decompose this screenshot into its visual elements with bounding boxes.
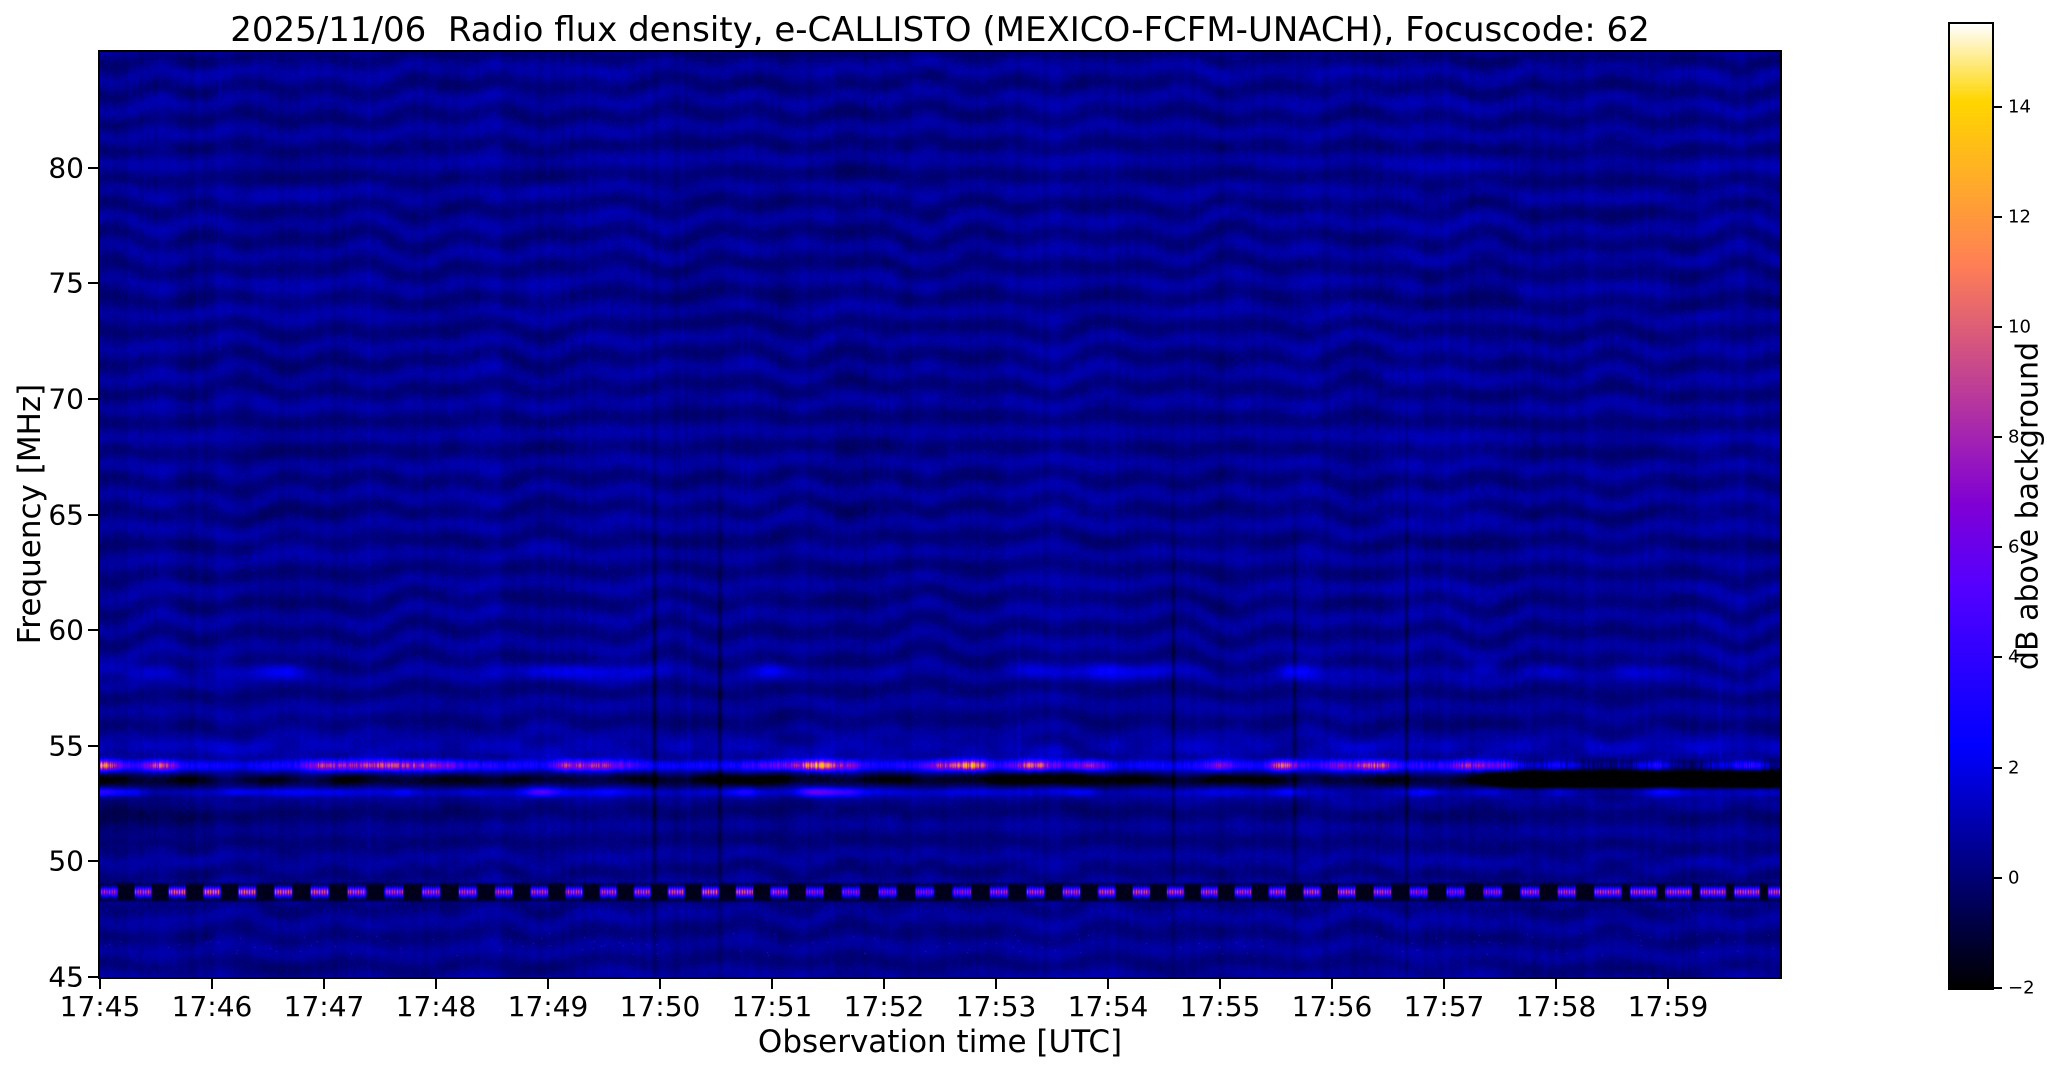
y-tick-mark bbox=[88, 397, 98, 400]
y-tick-label: 70 bbox=[48, 382, 84, 416]
x-tick-mark bbox=[323, 979, 325, 989]
x-tick-mark bbox=[883, 979, 885, 989]
x-tick-mark bbox=[547, 979, 549, 989]
x-tick-label: 17:56 bbox=[1291, 990, 1373, 1023]
y-tick-mark bbox=[88, 744, 98, 747]
x-tick-label: 17:58 bbox=[1515, 990, 1597, 1023]
x-tick-mark bbox=[1107, 979, 1109, 989]
x-tick-label: 17:53 bbox=[955, 990, 1037, 1023]
y-tick-label: 75 bbox=[48, 266, 84, 300]
y-tick-label: 50 bbox=[48, 844, 84, 878]
y-tick-mark bbox=[88, 282, 98, 285]
x-tick-mark bbox=[771, 979, 773, 989]
x-tick-mark bbox=[1219, 979, 1221, 989]
y-tick-label: 60 bbox=[48, 613, 84, 647]
x-tick-mark bbox=[1443, 979, 1445, 989]
colorbar-tick-label: 10 bbox=[2008, 316, 2031, 338]
y-tick-label: 45 bbox=[48, 960, 84, 994]
y-tick-mark bbox=[88, 860, 98, 863]
colorbar-tick-mark bbox=[1994, 325, 2002, 328]
colorbar-label: dB above background bbox=[2010, 341, 2046, 671]
colorbar-tick-mark bbox=[1994, 876, 2002, 879]
colorbar-tick-label: 6 bbox=[2008, 536, 2020, 558]
y-tick-mark bbox=[88, 629, 98, 632]
x-tick-label: 17:51 bbox=[731, 990, 813, 1023]
x-axis-label: Observation time [UTC] bbox=[757, 1024, 1123, 1060]
x-tick-mark bbox=[659, 979, 661, 989]
chart-title: 2025/11/06 Radio flux density, e-CALLIST… bbox=[230, 10, 1650, 50]
y-axis-label: Frequency [MHz] bbox=[12, 383, 48, 645]
y-tick-mark bbox=[88, 166, 98, 169]
x-tick-mark bbox=[1667, 979, 1669, 989]
x-tick-label: 17:57 bbox=[1403, 990, 1485, 1023]
x-tick-label: 17:48 bbox=[395, 990, 477, 1023]
colorbar-tick-mark bbox=[1994, 987, 2002, 989]
colorbar-tick-mark bbox=[1994, 656, 2002, 659]
y-tick-mark bbox=[88, 976, 98, 978]
x-tick-mark bbox=[211, 979, 213, 989]
colorbar-tick-mark bbox=[1994, 546, 2002, 549]
colorbar-tick-label: 0 bbox=[2008, 867, 2020, 889]
x-tick-label: 17:55 bbox=[1179, 990, 1261, 1023]
x-tick-label: 17:50 bbox=[619, 990, 701, 1023]
colorbar-tick-label: 2 bbox=[2008, 757, 2020, 779]
colorbar-canvas bbox=[1950, 24, 1992, 988]
colorbar-tick-label: 12 bbox=[2008, 206, 2031, 228]
x-tick-mark bbox=[1555, 979, 1557, 989]
y-tick-label: 55 bbox=[48, 729, 84, 763]
x-tick-label: 17:49 bbox=[507, 990, 589, 1023]
x-tick-label: 17:52 bbox=[843, 990, 925, 1023]
colorbar-tick-mark bbox=[1994, 766, 2002, 769]
x-tick-mark bbox=[435, 979, 437, 989]
x-tick-label: 17:45 bbox=[59, 990, 141, 1023]
y-tick-label: 80 bbox=[48, 151, 84, 185]
x-tick-label: 17:59 bbox=[1627, 990, 1709, 1023]
colorbar-tick-mark bbox=[1994, 215, 2002, 218]
colorbar-tick-label: −2 bbox=[2008, 977, 2035, 999]
x-tick-mark bbox=[99, 979, 101, 989]
colorbar-tick-label: 8 bbox=[2008, 426, 2020, 448]
x-tick-mark bbox=[995, 979, 997, 989]
x-tick-label: 17:47 bbox=[283, 990, 365, 1023]
y-tick-label: 65 bbox=[48, 498, 84, 531]
colorbar-tick-label: 14 bbox=[2008, 96, 2031, 118]
x-tick-mark bbox=[1331, 979, 1333, 989]
y-tick-mark bbox=[88, 513, 98, 516]
x-tick-label: 17:54 bbox=[1067, 990, 1149, 1023]
x-tick-label: 17:46 bbox=[171, 990, 253, 1023]
colorbar-tick-mark bbox=[1994, 105, 2002, 108]
colorbar-tick-label: 4 bbox=[2008, 646, 2020, 668]
spectrogram-canvas bbox=[100, 52, 1780, 977]
colorbar-tick-mark bbox=[1994, 436, 2002, 439]
